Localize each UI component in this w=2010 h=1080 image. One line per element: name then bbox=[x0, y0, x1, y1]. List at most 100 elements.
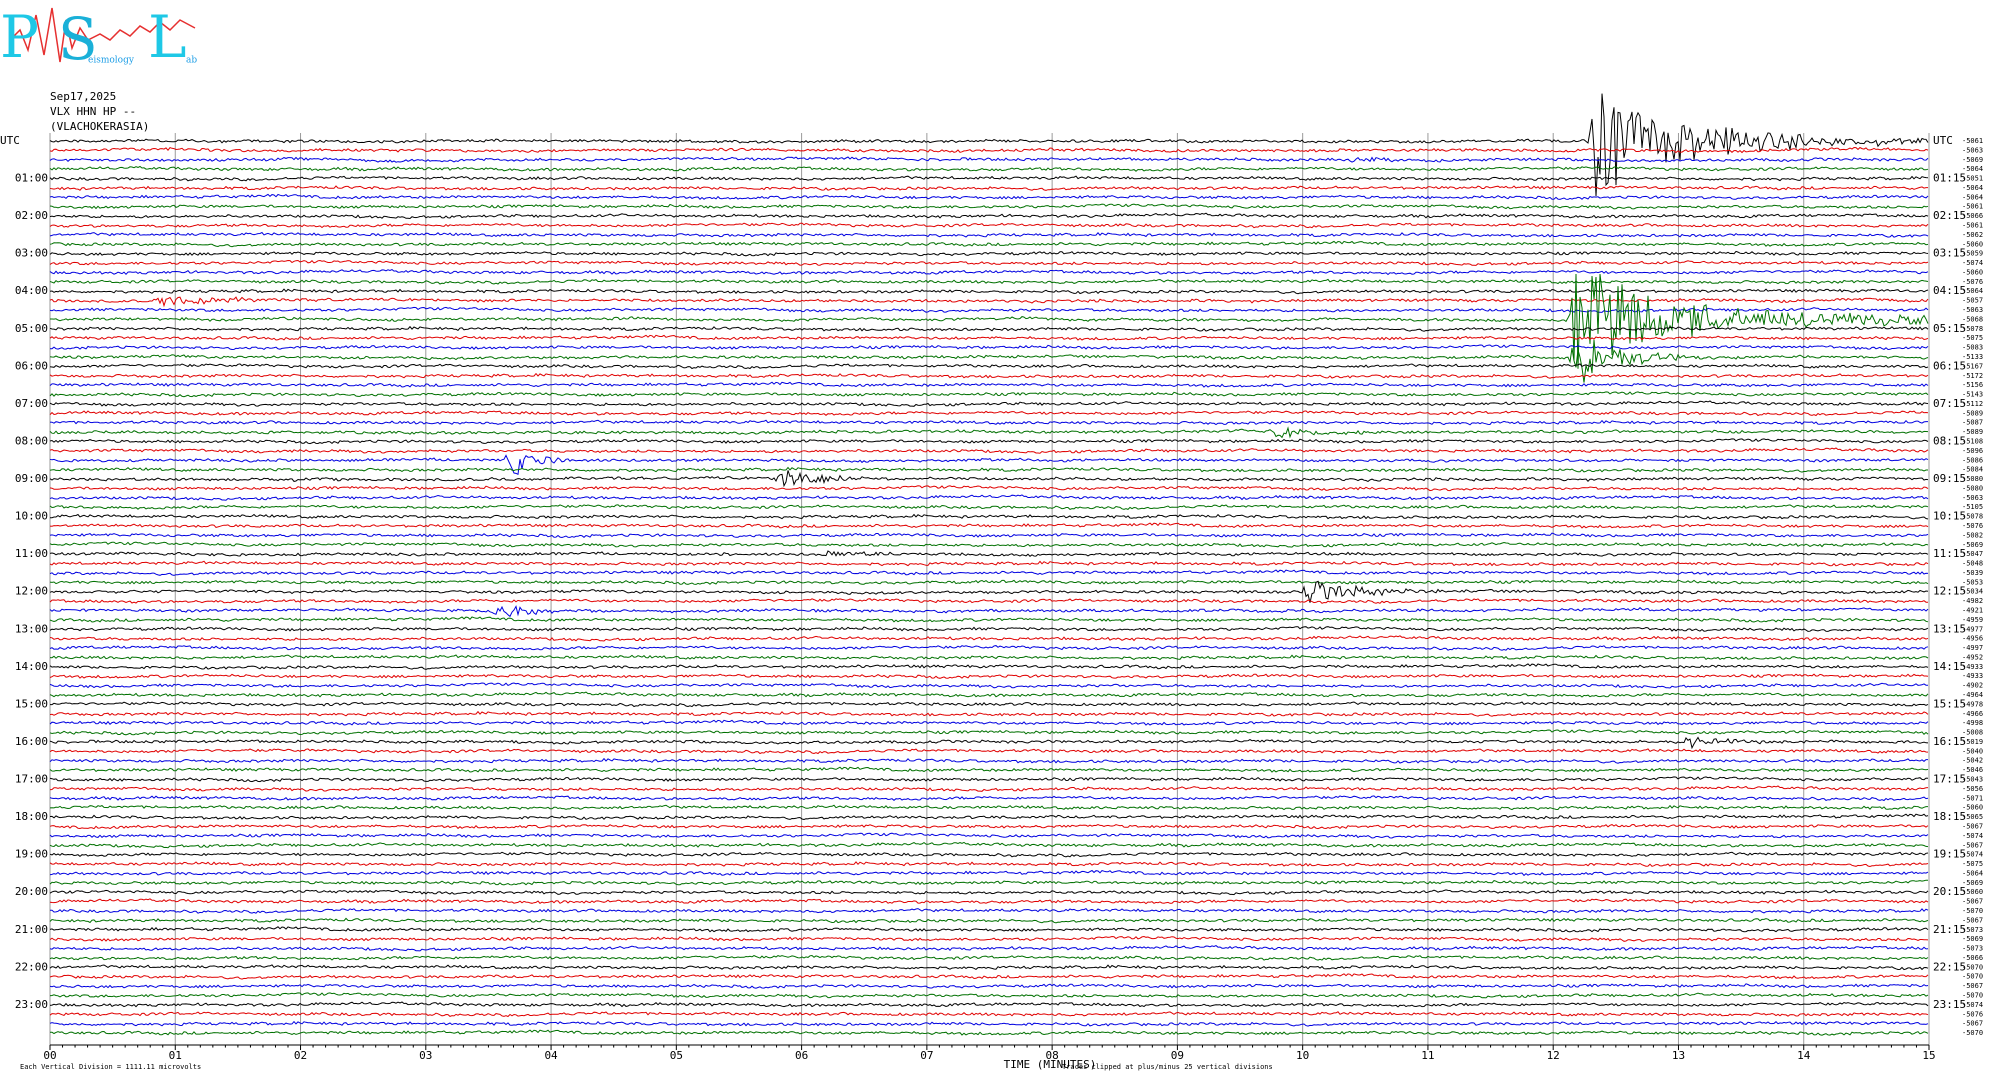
trace bbox=[49, 532, 1929, 539]
trace bbox=[49, 605, 1929, 618]
trace-offset: -4902 bbox=[1962, 682, 1983, 690]
trace bbox=[49, 736, 1929, 750]
trace-offset: -5108 bbox=[1962, 437, 1983, 445]
logo-wave bbox=[9, 7, 196, 63]
trace-offset: -5156 bbox=[1962, 381, 1983, 389]
trace-offset: -5070 bbox=[1962, 1029, 1983, 1037]
hour-label-right: 21:15 bbox=[1933, 923, 1966, 936]
trace-offset: -5060 bbox=[1962, 240, 1983, 248]
hour-label: 18:00 bbox=[15, 810, 48, 823]
x-tick-label: 14 bbox=[1797, 1049, 1811, 1062]
trace bbox=[49, 795, 1929, 802]
trace-offset: -5143 bbox=[1962, 391, 1983, 399]
trace bbox=[49, 193, 1929, 201]
trace bbox=[49, 626, 1929, 632]
trace-offset: -5051 bbox=[1962, 175, 1983, 183]
trace bbox=[49, 823, 1929, 830]
x-tick-label: 08 bbox=[1046, 1049, 1059, 1062]
trace bbox=[49, 344, 1929, 351]
trace bbox=[49, 470, 1929, 488]
trace-offset: -5069 bbox=[1962, 879, 1983, 887]
x-tick-label: 10 bbox=[1296, 1049, 1309, 1062]
x-tick-label: 06 bbox=[795, 1049, 808, 1062]
trace-offset: -5082 bbox=[1962, 531, 1983, 539]
trace bbox=[49, 673, 1929, 679]
trace bbox=[49, 757, 1928, 764]
trace bbox=[49, 550, 1929, 557]
trace bbox=[49, 729, 1929, 736]
trace bbox=[49, 541, 1929, 548]
trace-offset: -5105 bbox=[1962, 503, 1983, 511]
hour-label: 15:00 bbox=[15, 697, 48, 710]
trace-offset: -4956 bbox=[1962, 635, 1983, 643]
trace bbox=[49, 391, 1929, 398]
trace bbox=[49, 146, 1929, 154]
hour-label-right: 23:15 bbox=[1933, 998, 1966, 1011]
x-axis-title: TIME (MINUTES) bbox=[1004, 1058, 1097, 1071]
trace-offset: -5089 bbox=[1962, 409, 1983, 417]
trace-offset: -5070 bbox=[1962, 963, 1983, 971]
trace-offset: -5078 bbox=[1962, 513, 1983, 521]
trace-offset: -5074 bbox=[1962, 832, 1983, 840]
trace bbox=[49, 410, 1929, 417]
trace bbox=[50, 907, 1929, 914]
trace bbox=[49, 1020, 1929, 1027]
trace-offset: -4921 bbox=[1962, 607, 1983, 615]
trace-offset: -5034 bbox=[1962, 588, 1983, 596]
trace bbox=[49, 363, 1929, 370]
x-tick-label: 12 bbox=[1547, 1049, 1560, 1062]
trace-offset: -5096 bbox=[1962, 447, 1983, 455]
trace bbox=[49, 560, 1929, 567]
trace bbox=[49, 306, 1929, 313]
hour-label-right: 20:15 bbox=[1933, 885, 1966, 898]
trace-offset: -5043 bbox=[1962, 776, 1983, 784]
trace bbox=[49, 212, 1929, 220]
trace bbox=[49, 598, 1928, 604]
trace-offset: -5064 bbox=[1962, 184, 1983, 192]
trace-offset: -5067 bbox=[1962, 898, 1983, 906]
trace bbox=[49, 269, 1929, 276]
trace bbox=[49, 785, 1929, 792]
trace-offset: -5047 bbox=[1962, 550, 1983, 558]
trace bbox=[49, 296, 1929, 308]
trace-offset: -5063 bbox=[1962, 494, 1983, 502]
trace bbox=[49, 935, 1929, 942]
trace bbox=[49, 522, 1929, 529]
trace bbox=[49, 776, 1929, 783]
x-tick-label: 07 bbox=[920, 1049, 933, 1062]
trace bbox=[49, 691, 1929, 698]
trace-offset: -5073 bbox=[1962, 926, 1983, 934]
hour-label-right: 07:15 bbox=[1933, 397, 1966, 410]
trace bbox=[50, 513, 1929, 520]
trace bbox=[49, 438, 1929, 445]
hour-label-right: 10:15 bbox=[1933, 510, 1966, 523]
logo-suffix: ab bbox=[186, 56, 197, 66]
x-tick-label: 01 bbox=[169, 1049, 182, 1062]
trace-offset: -5063 bbox=[1962, 306, 1983, 314]
trace-offset: -5042 bbox=[1962, 757, 1983, 765]
trace bbox=[49, 580, 1929, 603]
trace-offset: -5074 bbox=[1962, 851, 1983, 859]
x-tick-label: 05 bbox=[670, 1049, 683, 1062]
hour-label-right: 15:15 bbox=[1933, 697, 1966, 710]
hour-label-right: 14:15 bbox=[1933, 660, 1966, 673]
trace bbox=[49, 175, 1929, 182]
trace bbox=[49, 973, 1929, 980]
hour-label: 14:00 bbox=[15, 660, 48, 673]
trace-offset: -5039 bbox=[1962, 569, 1983, 577]
hour-label: 12:00 bbox=[15, 585, 48, 598]
trace-offset: -4959 bbox=[1962, 616, 1983, 624]
trace bbox=[49, 165, 1929, 172]
logo: P S L eismology ab bbox=[0, 3, 197, 73]
trace-offset: -5075 bbox=[1962, 334, 1983, 342]
trace-offset: -5167 bbox=[1962, 362, 1983, 370]
trace bbox=[49, 748, 1929, 755]
clip-note: Traces clipped at plus/minus 25 vertical… bbox=[1062, 1063, 1273, 1071]
logo-subtitle: eismology bbox=[88, 56, 135, 66]
trace bbox=[49, 663, 1929, 670]
trace-offset: -5059 bbox=[1962, 250, 1983, 258]
hour-label: 16:00 bbox=[15, 735, 48, 748]
trace bbox=[49, 710, 1929, 717]
hour-label-right: 01:15 bbox=[1933, 172, 1966, 185]
